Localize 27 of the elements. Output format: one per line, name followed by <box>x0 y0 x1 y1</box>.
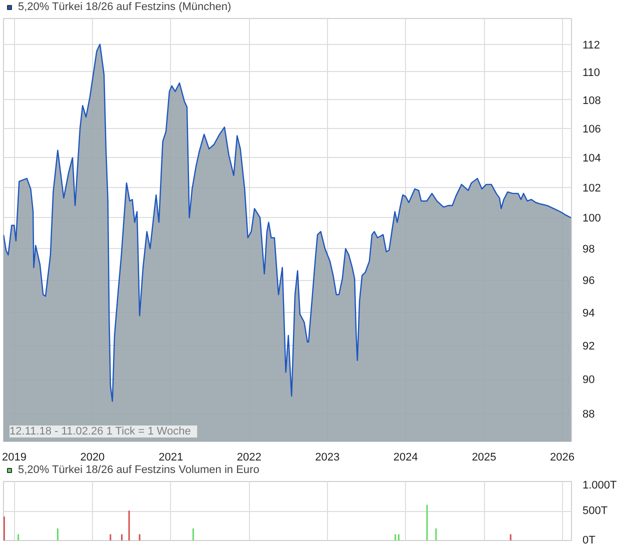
y-tick-label: 106 <box>582 124 601 136</box>
annotation: 12.11.18 - 11.02.26 1 Tick = 1 Woche <box>10 426 191 438</box>
y-tick-label: 110 <box>582 66 600 79</box>
y-tick-label: 112 <box>582 39 600 52</box>
y-tick-label: 98 <box>582 244 595 256</box>
x-tick-label: 2021 <box>158 452 184 464</box>
y-tick-label: 0T <box>582 534 596 546</box>
legend-label: 5,20% Türkei 18/26 auf Festzins Volumen in Euro <box>18 464 260 476</box>
y-tick-label: 90 <box>582 374 595 386</box>
y-tick-label: 92 <box>582 340 595 352</box>
x-tick-label: 2020 <box>80 452 105 464</box>
y-tick-label: 1.000T <box>582 480 618 492</box>
x-tick-label: 2024 <box>393 452 418 464</box>
y-tick-label: 94 <box>582 307 595 320</box>
y-tick-label: 500T <box>582 505 608 517</box>
y-tick-label: 104 <box>582 152 601 165</box>
y-tick-label: 88 <box>582 408 595 420</box>
x-tick-label: 2026 <box>550 452 575 464</box>
x-tick-label: 2025 <box>472 452 496 464</box>
y-tick-label: 100 <box>582 212 601 225</box>
x-tick-label: 2023 <box>315 452 340 464</box>
y-tick-label: 108 <box>582 94 601 107</box>
x-tick-label: 2022 <box>236 452 262 464</box>
y-tick-label: 102 <box>582 182 601 194</box>
legend-label: 5,20% Türkei 18/26 auf Festzins (München) <box>18 1 232 13</box>
x-tick-label: 2019 <box>2 452 26 464</box>
y-tick-label: 96 <box>582 275 595 288</box>
